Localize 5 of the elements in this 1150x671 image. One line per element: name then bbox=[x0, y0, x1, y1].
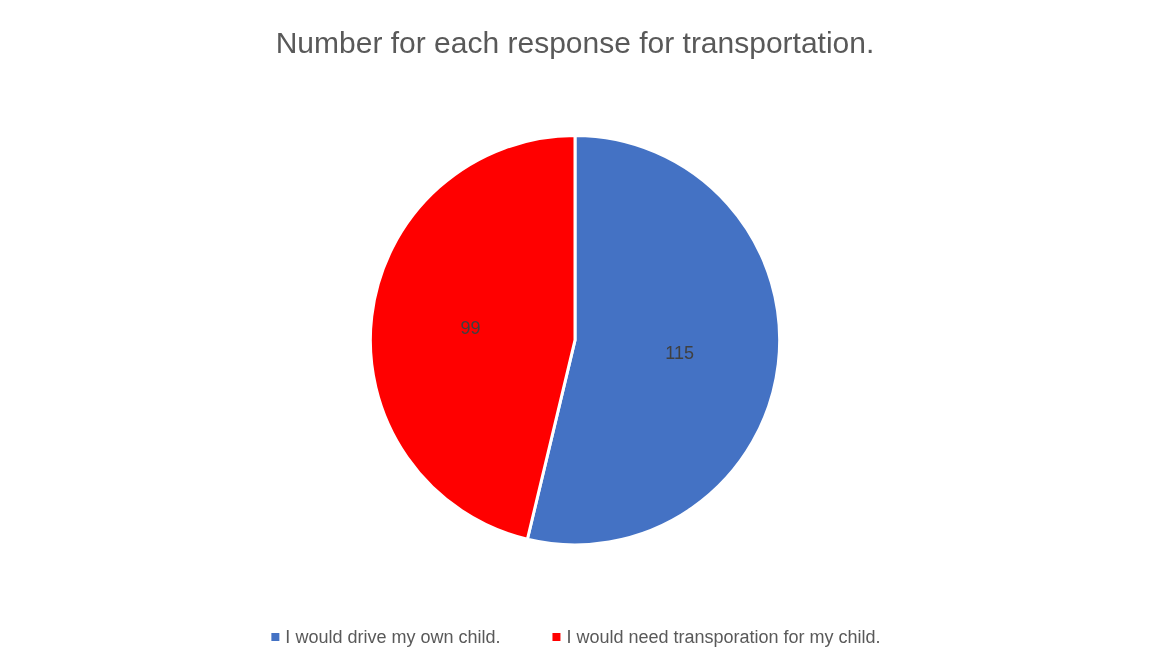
chart-title: Number for each response for transportation. bbox=[275, 25, 875, 59]
data-label: 115 bbox=[665, 342, 694, 363]
legend-label: I would need transporation for my child. bbox=[566, 627, 881, 647]
data-label: 99 bbox=[460, 317, 481, 338]
legend-label: I would drive my own child. bbox=[285, 627, 501, 647]
